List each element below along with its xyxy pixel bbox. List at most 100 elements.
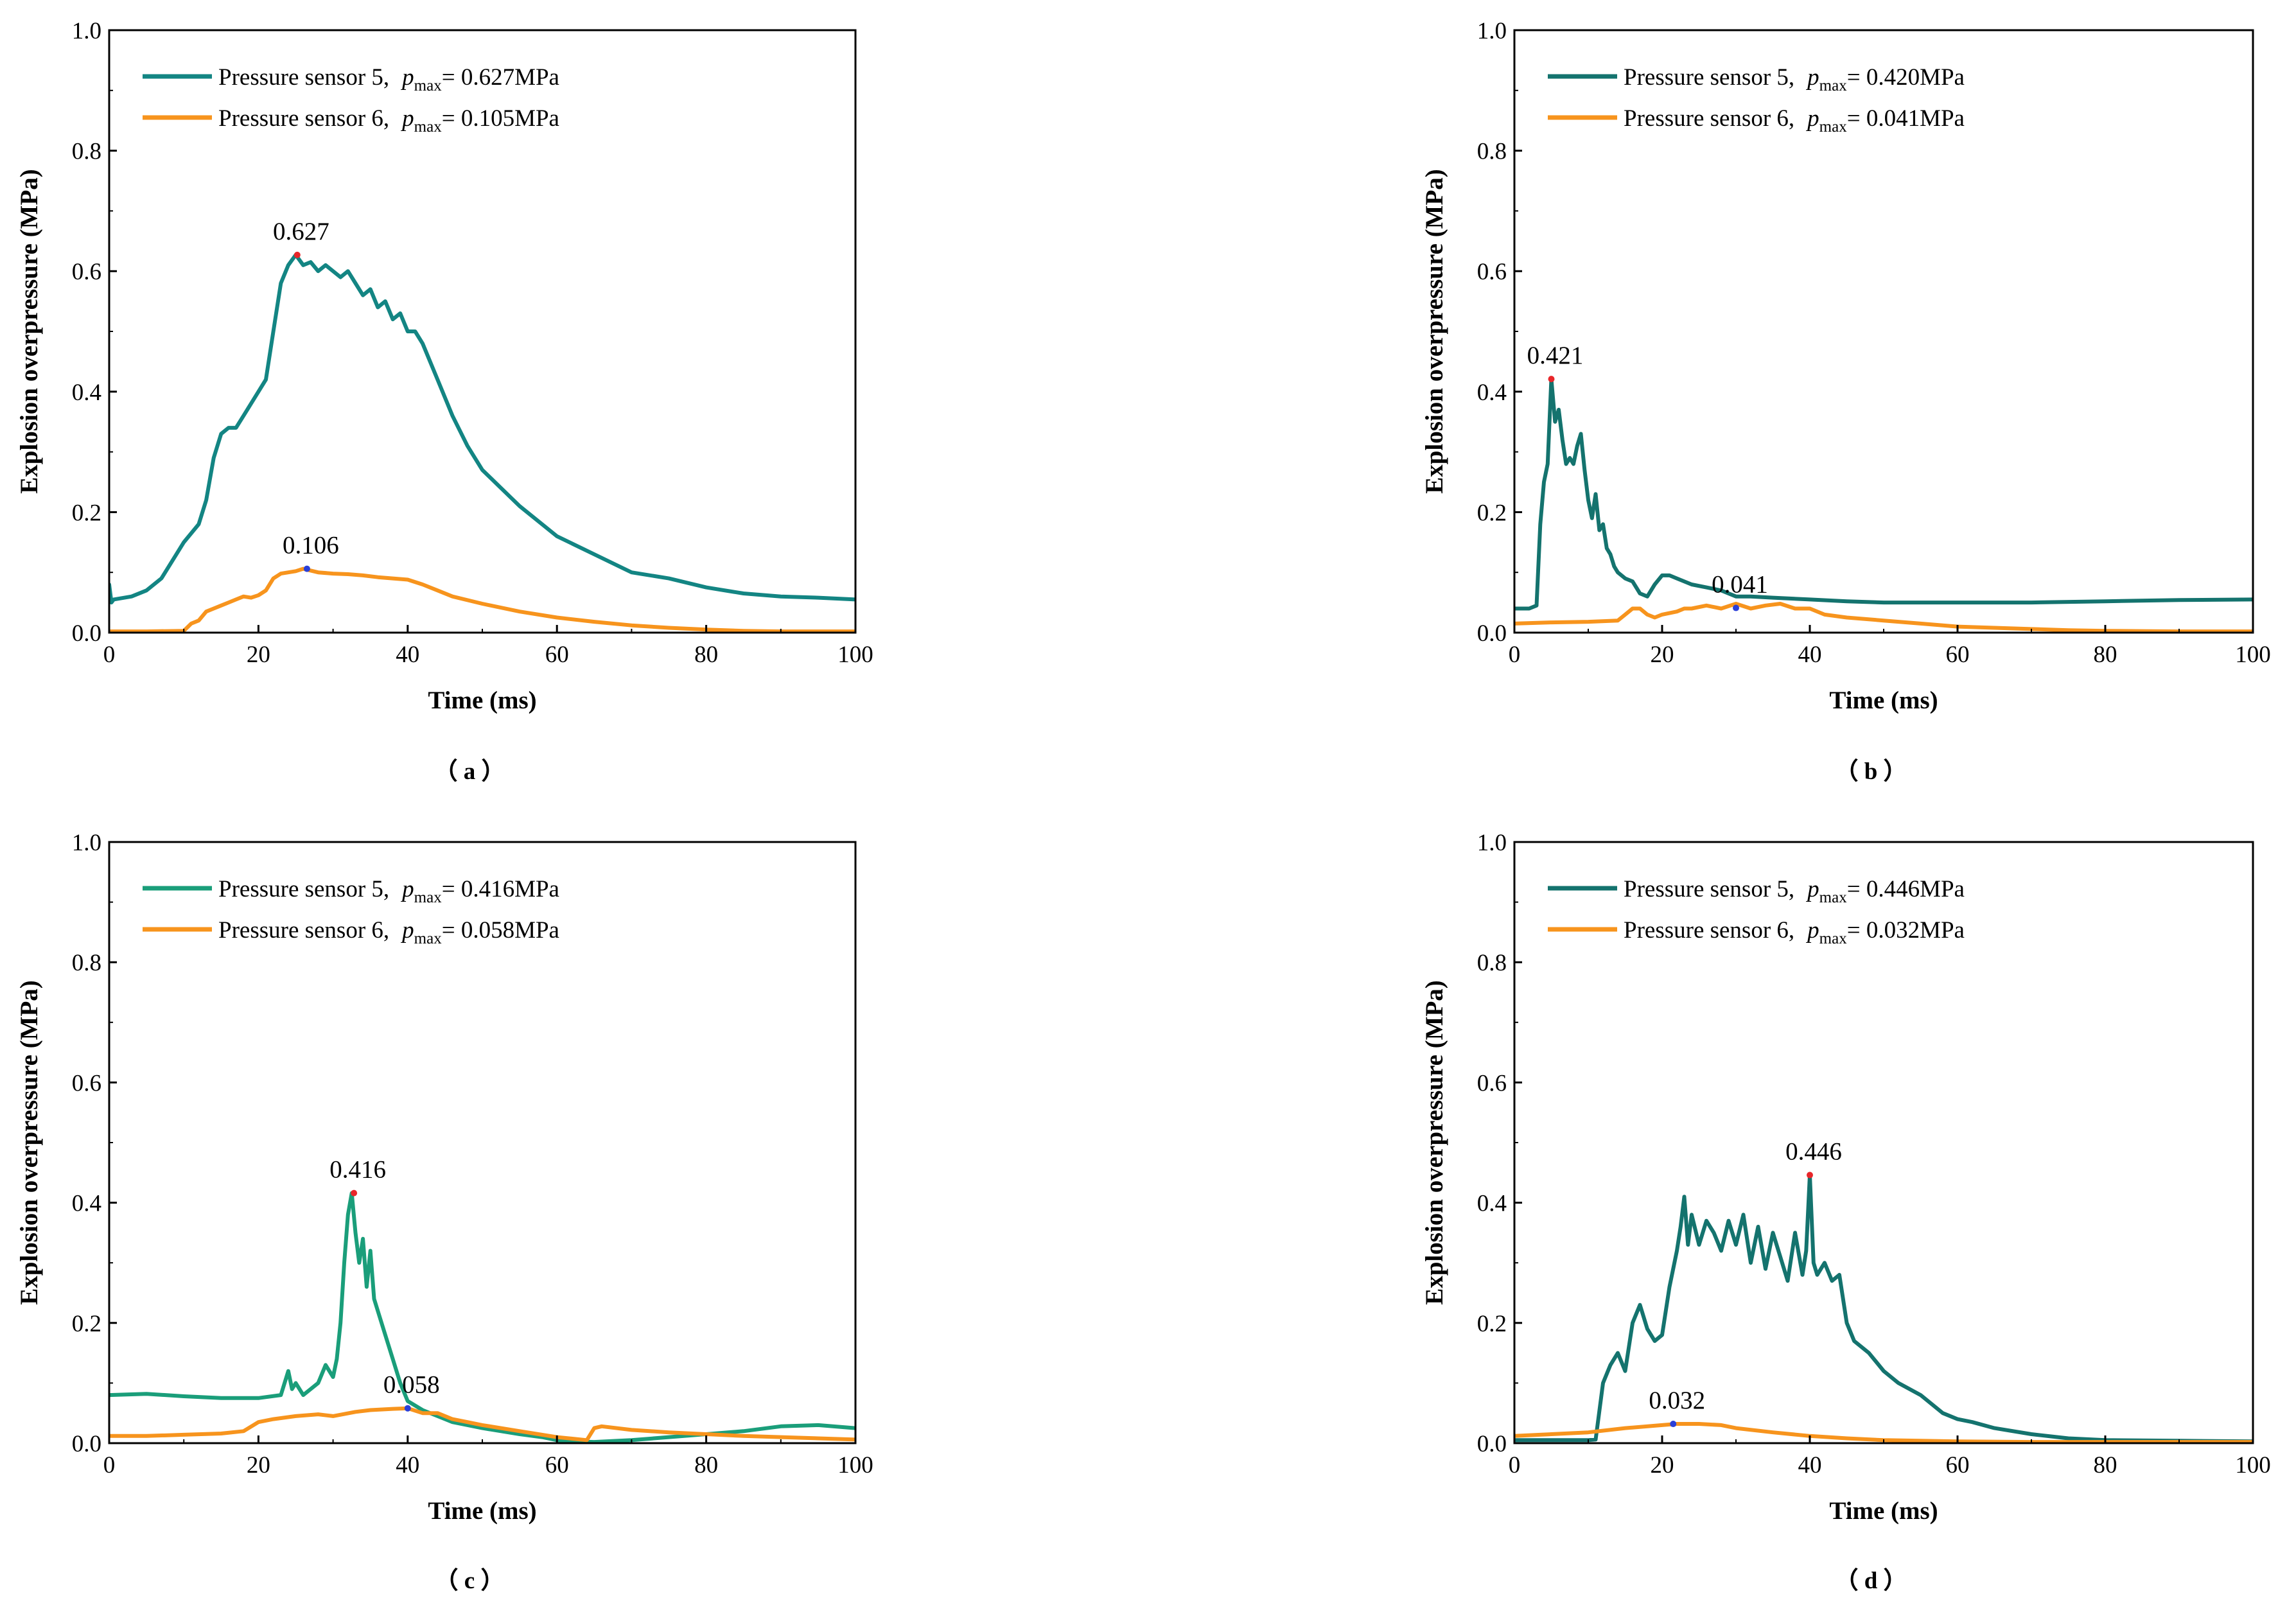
y-tick-label: 0.0 [72, 1431, 101, 1457]
y-tick-label: 1.0 [1477, 830, 1507, 856]
legend-pmax-symbol: p [400, 64, 414, 91]
x-tick-label: 60 [1946, 642, 1970, 668]
series-lines [1514, 1173, 2253, 1443]
x-tick-label: 20 [247, 1452, 270, 1478]
peak-value-label: 0.421 [1527, 342, 1584, 369]
legend-pmax-symbol: p [1805, 64, 1819, 91]
x-tick-label: 100 [837, 1452, 873, 1478]
panel-caption: （ c ） [435, 1567, 505, 1594]
x-tick-label: 0 [1509, 1452, 1521, 1478]
y-tick-label: 0.2 [72, 1311, 101, 1337]
legend-pmax-subscript: max [1819, 889, 1848, 906]
x-tick-label: 20 [247, 642, 270, 668]
legend-pmax-subscript: max [414, 77, 443, 94]
legend-series-name: Pressure sensor 5, [1624, 64, 1794, 91]
legend-series-name: Pressure sensor 5, [1624, 876, 1794, 902]
y-tick-label: 0.2 [1477, 500, 1507, 526]
peak-marker [1670, 1421, 1677, 1428]
x-tick-label: 40 [1798, 1452, 1822, 1478]
chart-panel-d: 0 20 40 60 80 100 0.0 0.2 0.4 0.6 0.8 1.0 Time (ms) E… [1421, 830, 2271, 1594]
x-tick-label: 40 [396, 642, 419, 668]
series-line-sensor-6 [1514, 1422, 2253, 1443]
y-axis-title: Explosion overpressure (MPa) [15, 169, 43, 494]
chart-panel-a: 0 20 40 60 80 100 0.0 0.2 0.4 0.6 0.8 1.0 Time (ms) E… [15, 18, 873, 785]
peak-value-label: 0.446 [1785, 1138, 1842, 1166]
x-tick-label: 60 [545, 642, 569, 668]
series-line-sensor-6 [109, 566, 855, 633]
series-line-sensor-5 [1514, 377, 2253, 611]
legend-pmax-subscript: max [1819, 930, 1848, 947]
y-tick-label: 0.6 [1477, 259, 1507, 285]
peak-marker [294, 251, 301, 258]
chart-panel-b: 0 20 40 60 80 100 0.0 0.2 0.4 0.6 0.8 1.0 Time (ms) E… [1421, 18, 2271, 785]
x-tick-label: 100 [2235, 642, 2271, 668]
y-tick-label: 0.8 [1477, 950, 1507, 976]
peak-marker [1733, 604, 1739, 611]
x-tick-label: 20 [1651, 1452, 1674, 1478]
y-axis-title: Explosion overpressure (MPa) [15, 980, 43, 1305]
legend-pmax-value: = 0.041MPa [1847, 105, 1965, 132]
x-axis-title: Time (ms) [428, 1497, 536, 1525]
legend-pmax-value: = 0.446MPa [1847, 876, 1965, 902]
x-tick-label: 0 [103, 642, 116, 668]
y-tick-label: 1.0 [72, 18, 101, 44]
x-tick-label: 20 [1651, 642, 1674, 668]
y-tick-label: 0.2 [72, 500, 101, 526]
legend-pmax-value: = 0.420MPa [1847, 64, 1965, 91]
legend: Pressure sensor 5, pmax= 0.446MPaPressure… [1548, 876, 1965, 947]
series-line-sensor-6 [109, 1406, 855, 1443]
legend-pmax-symbol: p [400, 105, 414, 132]
x-tick-label: 0 [1509, 642, 1521, 668]
x-axis-title: Time (ms) [1829, 1497, 1938, 1525]
series-line-sensor-5 [1514, 1173, 2253, 1443]
y-tick-label: 0.4 [1477, 1191, 1507, 1217]
series-line-sensor-6 [1514, 602, 2253, 633]
legend: Pressure sensor 5, pmax= 0.416MPaPressure… [143, 876, 559, 947]
legend-pmax-value: = 0.105MPa [442, 105, 559, 132]
legend: Pressure sensor 5, pmax= 0.627MPaPressure… [143, 64, 559, 136]
peak-value-label: 0.058 [383, 1371, 440, 1399]
y-tick-label: 0.0 [72, 620, 101, 647]
chart-panel-c: 0 20 40 60 80 100 0.0 0.2 0.4 0.6 0.8 1.0 Time (ms) E… [15, 830, 873, 1594]
x-tick-label: 40 [396, 1452, 419, 1478]
y-tick-label: 0.4 [72, 1191, 101, 1217]
peak-value-label: 0.416 [329, 1156, 386, 1184]
peak-marker [1807, 1171, 1813, 1179]
panel-caption: （ a ） [434, 758, 505, 785]
legend-pmax-symbol: p [1805, 105, 1819, 132]
panel-caption: （ b ） [1834, 758, 1907, 785]
legend-pmax-value: = 0.058MPa [442, 917, 559, 943]
legend-label: Pressure sensor 6, pmax= 0.041MPa [1624, 105, 1965, 136]
legend-label: Pressure sensor 6, pmax= 0.032MPa [1624, 917, 1965, 947]
legend-series-name: Pressure sensor 6, [218, 917, 389, 943]
panel-caption: （ d ） [1834, 1567, 1907, 1594]
x-axis-title: Time (ms) [1829, 687, 1938, 714]
y-tick-label: 0.8 [72, 139, 101, 165]
legend-series-name: Pressure sensor 6, [1624, 105, 1794, 132]
peak-value-label: 0.106 [283, 532, 339, 559]
peak-value-label: 0.041 [1712, 571, 1768, 599]
series-line-sensor-5 [109, 1191, 855, 1443]
x-tick-label: 40 [1798, 642, 1822, 668]
y-tick-label: 1.0 [1477, 18, 1507, 44]
peak-value-label: 0.627 [273, 218, 329, 245]
x-tick-label: 80 [2094, 642, 2117, 668]
series-line-sensor-5 [109, 252, 855, 605]
legend-series-name: Pressure sensor 5, [218, 876, 389, 902]
legend-label: Pressure sensor 5, pmax= 0.420MPa [1624, 64, 1965, 94]
series-lines [1514, 377, 2253, 633]
legend-pmax-subscript: max [414, 930, 443, 947]
legend-pmax-value: = 0.032MPa [1847, 917, 1965, 943]
x-tick-label: 60 [1946, 1452, 1970, 1478]
y-axis-title: Explosion overpressure (MPa) [1421, 980, 1448, 1305]
legend-series-name: Pressure sensor 5, [218, 64, 389, 91]
y-tick-label: 0.8 [1477, 139, 1507, 165]
legend-pmax-subscript: max [414, 118, 443, 136]
legend-label: Pressure sensor 6, pmax= 0.058MPa [218, 917, 559, 947]
legend: Pressure sensor 5, pmax= 0.420MPaPressure… [1548, 64, 1965, 136]
y-tick-label: 0.6 [1477, 1070, 1507, 1096]
x-tick-label: 80 [694, 642, 718, 668]
legend-pmax-value: = 0.416MPa [442, 876, 559, 902]
legend-pmax-subscript: max [1819, 77, 1848, 94]
